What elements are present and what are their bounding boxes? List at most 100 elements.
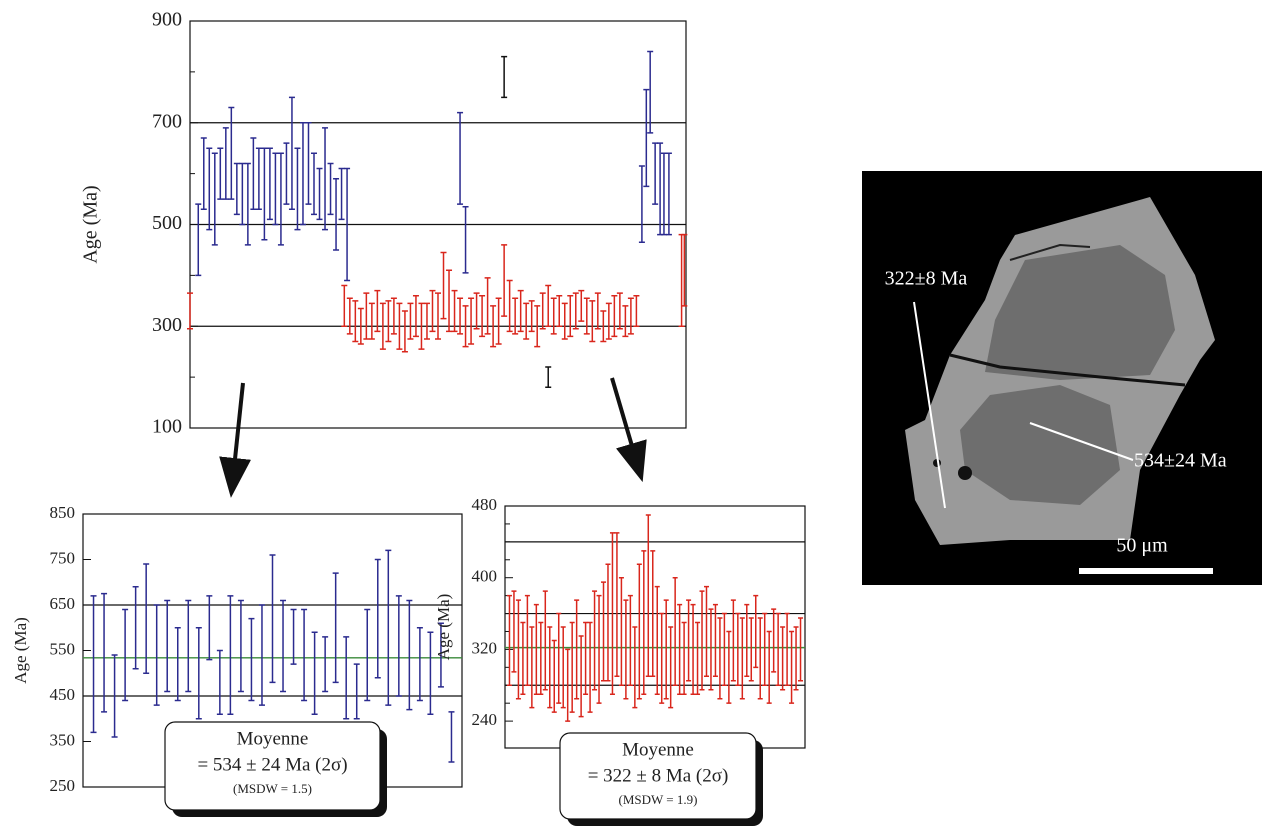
error-bar xyxy=(730,599,736,682)
error-bar xyxy=(341,284,348,327)
error-bar xyxy=(748,617,754,682)
error-bar xyxy=(261,147,268,241)
error-bar xyxy=(636,563,642,700)
error-bar xyxy=(290,608,297,665)
error-bar xyxy=(592,590,598,691)
error-bar xyxy=(762,612,768,687)
error-bar xyxy=(534,305,541,348)
error-bar xyxy=(515,599,521,700)
error-bar xyxy=(143,563,150,674)
error-bar xyxy=(406,599,413,711)
error-bar xyxy=(368,302,375,340)
error-bar xyxy=(594,292,601,330)
error-bar xyxy=(294,147,301,231)
error-bar xyxy=(484,277,491,335)
error-bar xyxy=(322,127,329,231)
error-bar xyxy=(346,297,353,335)
error-bar xyxy=(506,594,512,687)
error-bar xyxy=(652,142,659,205)
error-bar xyxy=(739,617,745,700)
error-bar xyxy=(395,595,402,697)
error-bar xyxy=(744,603,750,678)
error-bar xyxy=(561,302,568,340)
error-bar xyxy=(583,621,589,695)
y-tick-label: 250 xyxy=(50,776,76,795)
error-bar xyxy=(665,152,672,236)
error-bar xyxy=(473,292,480,330)
error-bar xyxy=(269,554,276,684)
error-bar xyxy=(775,612,781,687)
error-bar xyxy=(468,297,475,345)
error-bar xyxy=(258,604,265,706)
error-bar xyxy=(427,631,434,715)
error-bar xyxy=(396,302,403,350)
error-bar xyxy=(643,88,650,188)
error-bar xyxy=(560,626,566,709)
error-bar xyxy=(703,585,709,678)
error-bar xyxy=(385,300,392,343)
box-text: (MSDW = 1.9) xyxy=(619,792,698,807)
error-bar xyxy=(479,294,486,338)
error-bar xyxy=(681,621,687,695)
error-bar xyxy=(200,137,207,210)
error-bar xyxy=(132,586,139,670)
box-text: (MSDW = 1.5) xyxy=(233,781,312,796)
error-bar xyxy=(255,147,262,210)
error-bar xyxy=(798,617,804,682)
error-bar xyxy=(645,514,651,678)
error-bar xyxy=(618,576,624,687)
error-bar xyxy=(638,165,645,244)
error-bar xyxy=(600,310,607,343)
error-bar xyxy=(111,654,118,738)
error-bar xyxy=(506,279,513,333)
error-bar xyxy=(374,289,381,333)
box xyxy=(164,721,381,811)
error-bar xyxy=(556,612,562,704)
error-bar xyxy=(551,639,557,713)
error-bar xyxy=(784,612,790,687)
error-bar xyxy=(216,649,223,715)
error-bar xyxy=(533,603,539,695)
error-bar xyxy=(605,302,612,340)
error-bar xyxy=(222,127,229,200)
error-bar xyxy=(390,297,397,335)
error-bar xyxy=(90,595,97,734)
y-tick-label: 500 xyxy=(152,212,182,234)
error-bar xyxy=(301,608,308,702)
y-tick-label: 700 xyxy=(152,110,182,132)
error-bar xyxy=(333,177,340,251)
error-bar xyxy=(244,162,251,246)
error-bar xyxy=(283,142,290,205)
error-bar xyxy=(440,251,447,320)
error-bar xyxy=(311,631,318,715)
error-bar xyxy=(574,599,580,700)
error-bar xyxy=(539,292,546,330)
error-bar xyxy=(677,603,683,695)
error-bar xyxy=(712,603,718,678)
error-bar xyxy=(708,608,714,691)
error-bar xyxy=(187,292,193,330)
error-bar xyxy=(659,612,665,704)
y-tick-label: 400 xyxy=(472,567,498,586)
error-bar xyxy=(195,627,202,720)
error-bar xyxy=(569,621,575,713)
error-bar xyxy=(446,269,453,333)
error-bar xyxy=(627,594,633,687)
y-axis-title: Age (Ma) xyxy=(11,617,30,684)
error-bar xyxy=(572,292,579,330)
error-bar xyxy=(547,626,553,709)
error-bar xyxy=(757,617,763,700)
error-bar xyxy=(721,612,727,687)
error-bar xyxy=(511,590,517,673)
error-bar xyxy=(322,636,329,693)
y-tick-label: 900 xyxy=(152,9,182,31)
error-bar xyxy=(578,635,584,718)
error-bar xyxy=(686,599,692,682)
error-bar xyxy=(583,297,590,335)
error-bar xyxy=(423,302,430,340)
error-bar xyxy=(195,203,202,277)
error-bar xyxy=(556,294,563,327)
error-bar xyxy=(164,599,171,693)
error-bar xyxy=(771,608,777,673)
